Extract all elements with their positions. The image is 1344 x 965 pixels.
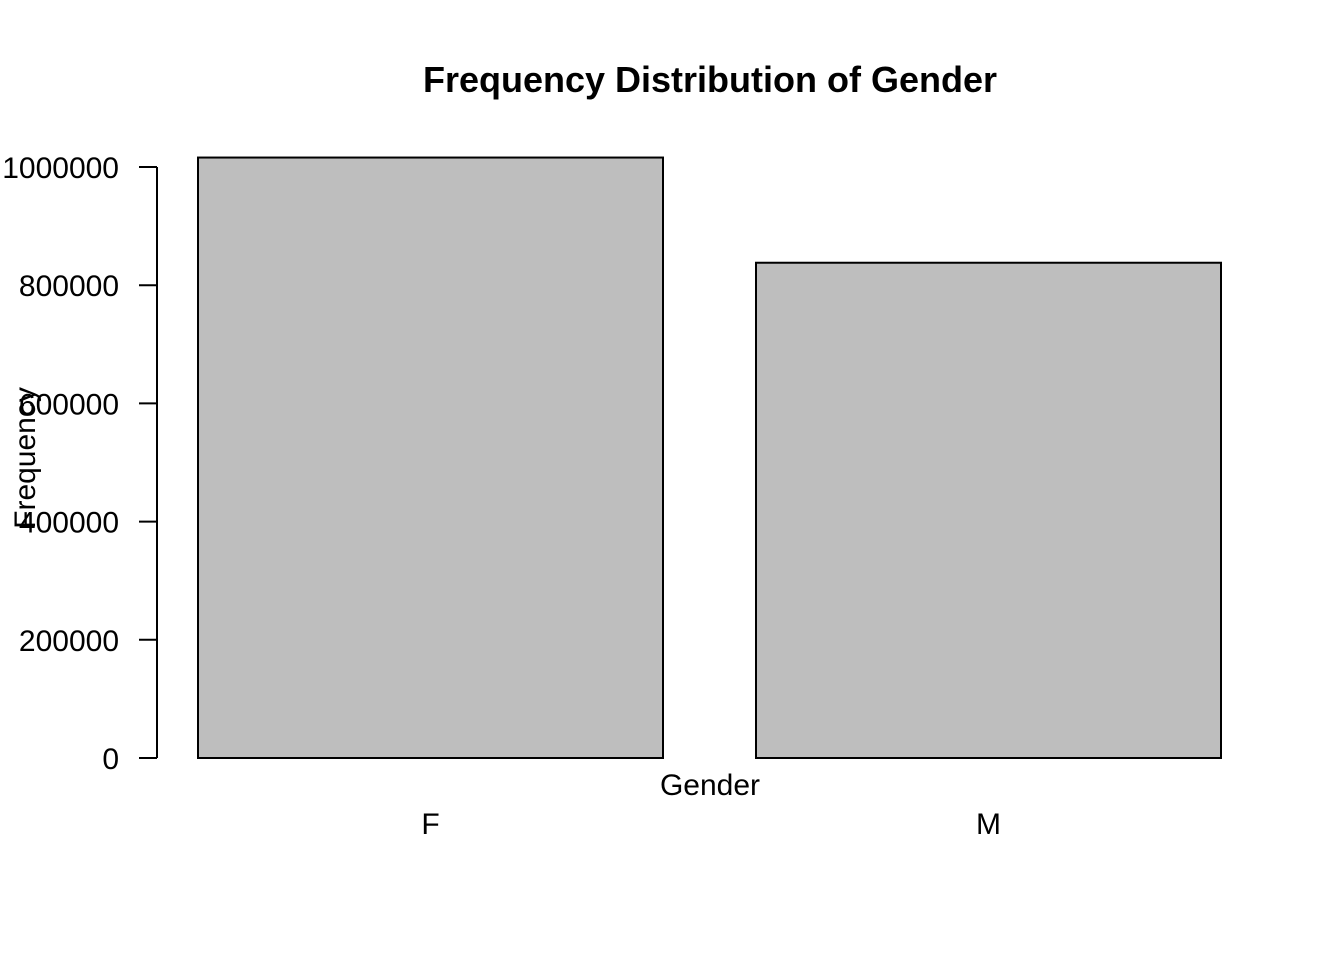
x-tick-label: F <box>421 808 439 841</box>
y-tick-label: 200000 <box>19 625 119 658</box>
y-tick-label: 1000000 <box>2 152 119 185</box>
x-axis-label: Gender <box>660 769 760 802</box>
y-tick-label: 600000 <box>19 388 119 421</box>
bar-f <box>197 156 664 759</box>
y-axis-label: Frequency <box>9 387 42 529</box>
x-tick-label: M <box>976 808 1001 841</box>
bars-group <box>197 156 1222 759</box>
y-axis: 0 200000 400000 600000 800000 1000000 <box>2 152 158 776</box>
y-tick-label: 400000 <box>19 507 119 540</box>
chart-title: Frequency Distribution of Gender <box>423 59 997 100</box>
y-tick-label: 0 <box>102 743 119 776</box>
bar-m <box>755 261 1222 759</box>
y-tick-label: 800000 <box>19 270 119 303</box>
